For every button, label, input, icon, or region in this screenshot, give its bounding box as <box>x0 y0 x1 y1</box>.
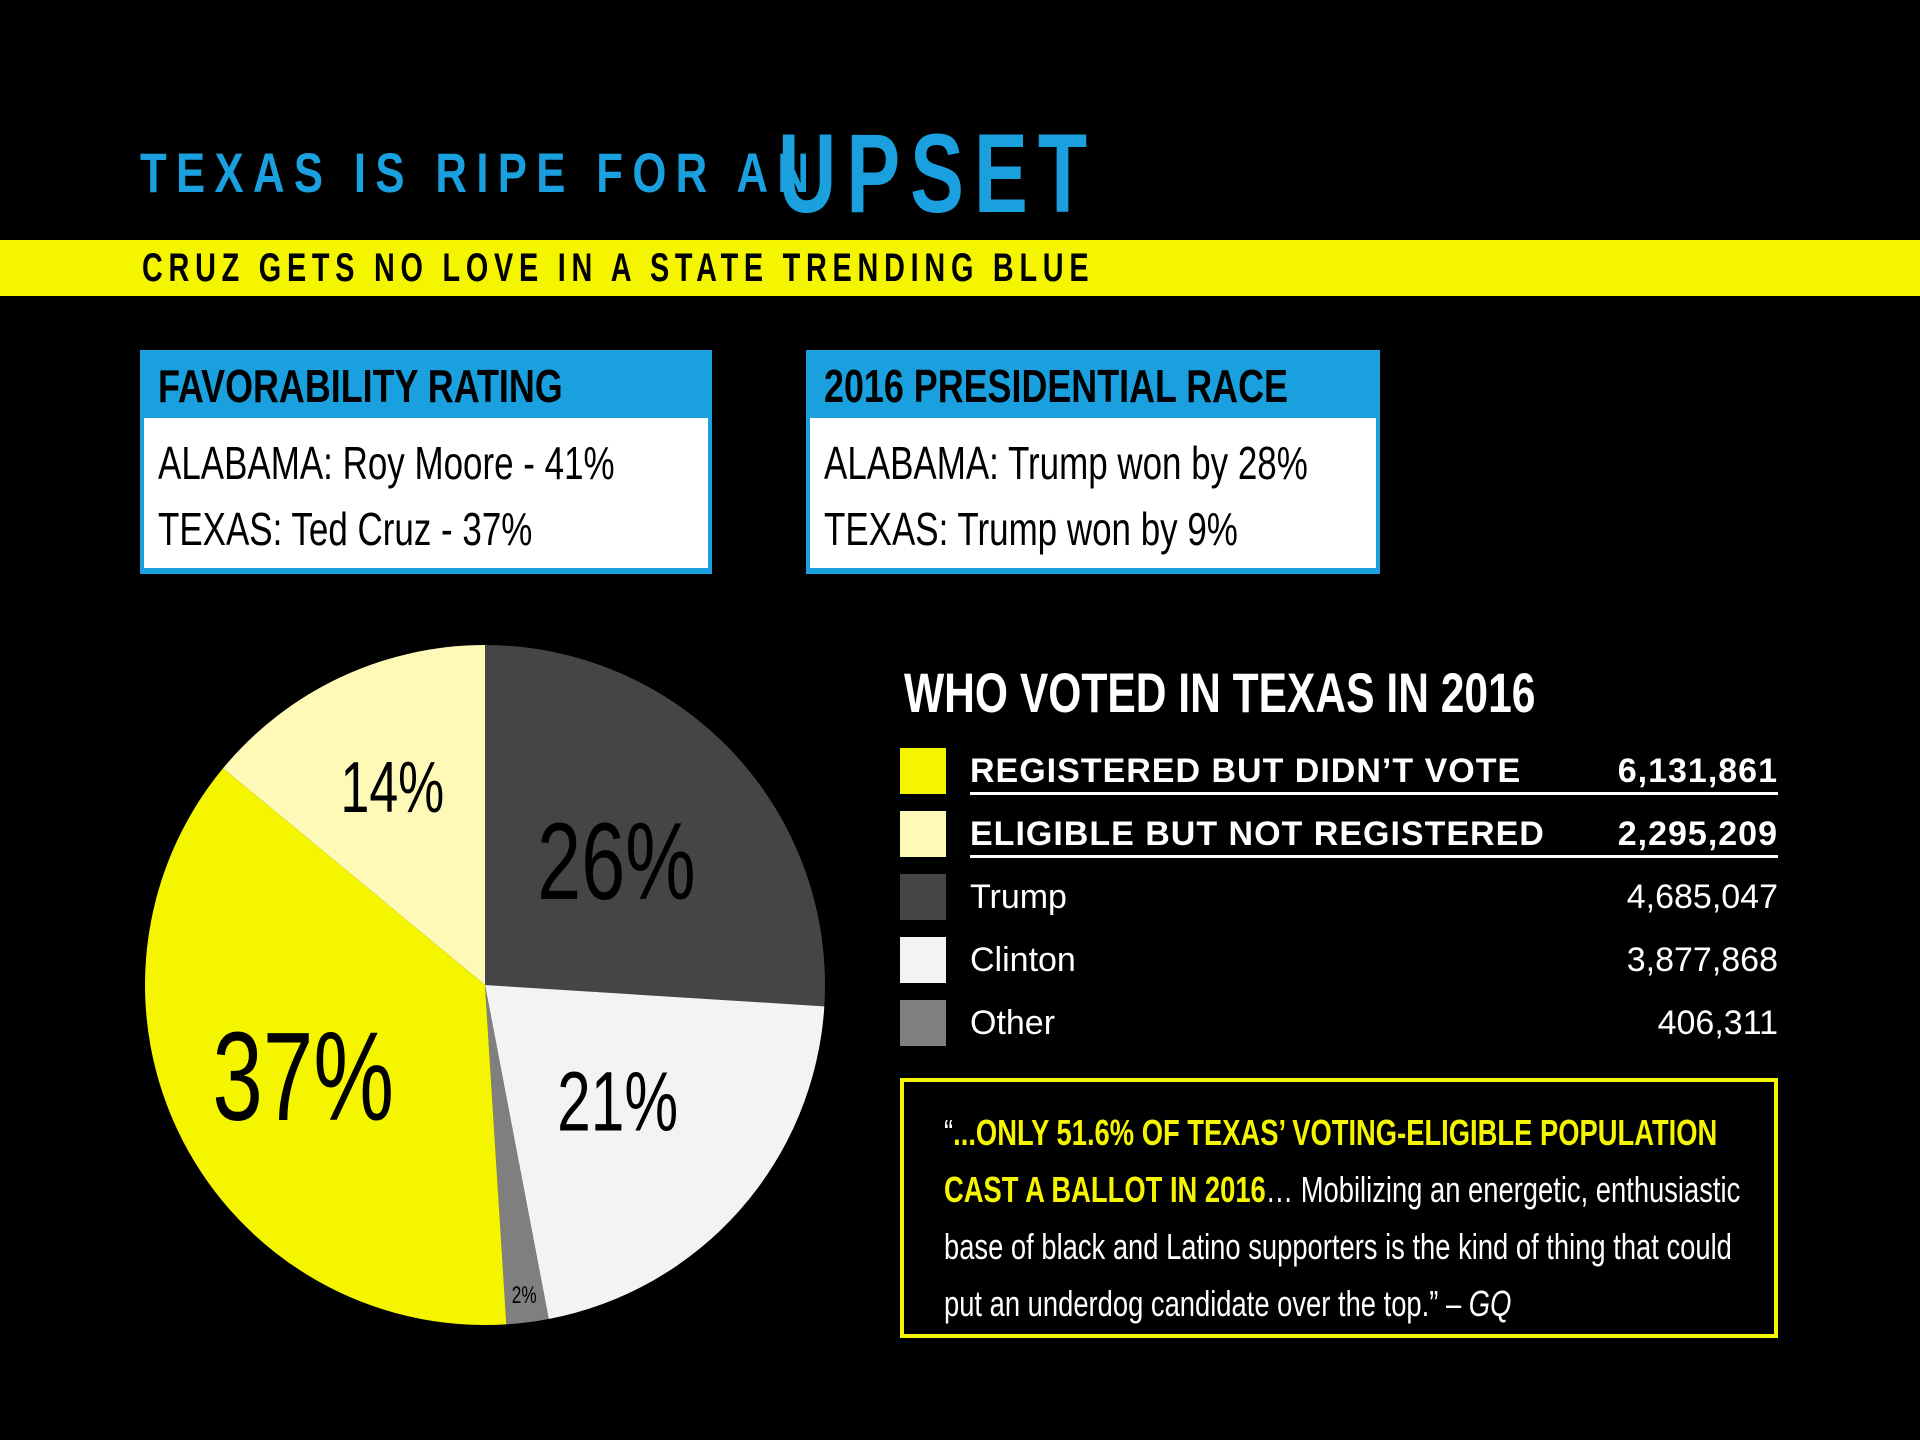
legend-label: Clinton <box>970 941 1076 979</box>
headline-emphasis: UPSET <box>778 111 1098 236</box>
pie-slice-trump <box>485 645 826 1007</box>
quote-text: base of black and Latino supporters is t… <box>944 1226 1732 1267</box>
quote-line: base of black and Latino supporters is t… <box>944 1218 1744 1275</box>
quote-line: CAST A BALLOT IN 2016… Mobilizing an ene… <box>944 1161 1744 1218</box>
presidential-race-line: ALABAMA: Trump won by 28% <box>824 437 1308 489</box>
presidential-race-body: ALABAMA: Trump won by 28% TEXAS: Trump w… <box>810 418 1376 568</box>
pie-chart: 26% 21% 2% 37% 14% <box>145 645 826 1326</box>
legend-underline <box>970 855 1778 858</box>
legend-label: Trump <box>970 878 1067 916</box>
legend-value: 2,295,209 <box>1617 815 1778 853</box>
legend-swatch <box>900 748 946 794</box>
legend-swatch <box>900 937 946 983</box>
legend-swatch <box>900 1000 946 1046</box>
legend-item: Other 406,311 <box>900 998 1778 1048</box>
legend-value: 406,311 <box>1657 1004 1778 1042</box>
legend-label: ELIGIBLE BUT NOT REGISTERED <box>970 815 1545 853</box>
favorability-line: TEXAS: Ted Cruz - 37% <box>158 503 533 555</box>
quote-line: “...ONLY 51.6% OF TEXAS’ VOTING-ELIGIBLE… <box>944 1104 1744 1161</box>
subtitle-banner: CRUZ GETS NO LOVE IN A STATE TRENDING BL… <box>0 240 1920 296</box>
legend-item: Trump 4,685,047 <box>900 872 1778 922</box>
pie-label: 37% <box>212 1008 394 1148</box>
headline-prefix: TEXAS IS RIPE FOR AN <box>140 141 819 204</box>
pie-label: 14% <box>341 748 445 828</box>
subtitle-text: CRUZ GETS NO LOVE IN A STATE TRENDING BL… <box>142 246 1095 290</box>
presidential-race-line: TEXAS: Trump won by 9% <box>824 503 1238 555</box>
quote-open-mark: “ <box>944 1112 954 1153</box>
pie-label: 26% <box>537 800 695 923</box>
quote-text: Mobilizing an energetic, enthusiastic <box>1300 1169 1741 1210</box>
chart-title: WHO VOTED IN TEXAS IN 2016 <box>904 661 1536 724</box>
legend-swatch <box>900 811 946 857</box>
quote-text: put an underdog candidate over the top.”… <box>944 1283 1469 1324</box>
quote-highlight: ...ONLY 51.6% OF TEXAS’ VOTING-ELIGIBLE … <box>953 1112 1718 1153</box>
quote-ellipsis: … <box>1265 1169 1301 1210</box>
legend-item: REGISTERED BUT DIDN’T VOTE 6,131,861 <box>900 746 1778 796</box>
favorability-heading: FAVORABILITY RATING <box>158 360 563 412</box>
pie-slice-eligible-but-not-registered <box>223 645 485 985</box>
pie-slice-registered-but-didn-t-vote <box>145 768 507 1326</box>
quote-box: “...ONLY 51.6% OF TEXAS’ VOTING-ELIGIBLE… <box>900 1078 1778 1338</box>
favorability-box: FAVORABILITY RATING ALABAMA: Roy Moore -… <box>140 350 712 574</box>
legend-underline <box>970 792 1778 795</box>
legend-value: 3,877,868 <box>1626 941 1778 979</box>
pie-label: 21% <box>557 1055 678 1149</box>
quote-line: put an underdog candidate over the top.”… <box>944 1275 1744 1332</box>
legend-label: REGISTERED BUT DIDN’T VOTE <box>970 752 1522 790</box>
legend-swatch <box>900 874 946 920</box>
legend-value: 4,685,047 <box>1626 878 1778 916</box>
favorability-line: ALABAMA: Roy Moore - 41% <box>158 437 615 489</box>
presidential-race-heading: 2016 PRESIDENTIAL RACE <box>824 360 1288 412</box>
legend-item: Clinton 3,877,868 <box>900 935 1778 985</box>
pie-slice-clinton <box>485 985 825 1319</box>
quote-source: GQ <box>1468 1283 1512 1324</box>
presidential-race-box: 2016 PRESIDENTIAL RACE ALABAMA: Trump wo… <box>806 350 1380 574</box>
pie-label: 2% <box>512 1282 537 1308</box>
legend-item: ELIGIBLE BUT NOT REGISTERED 2,295,209 <box>900 809 1778 859</box>
quote-highlight: CAST A BALLOT IN 2016 <box>944 1169 1266 1210</box>
pie-slice-other <box>485 985 549 1325</box>
favorability-body: ALABAMA: Roy Moore - 41% TEXAS: Ted Cruz… <box>144 418 708 568</box>
legend-value: 6,131,861 <box>1617 752 1778 790</box>
legend-label: Other <box>970 1004 1056 1042</box>
